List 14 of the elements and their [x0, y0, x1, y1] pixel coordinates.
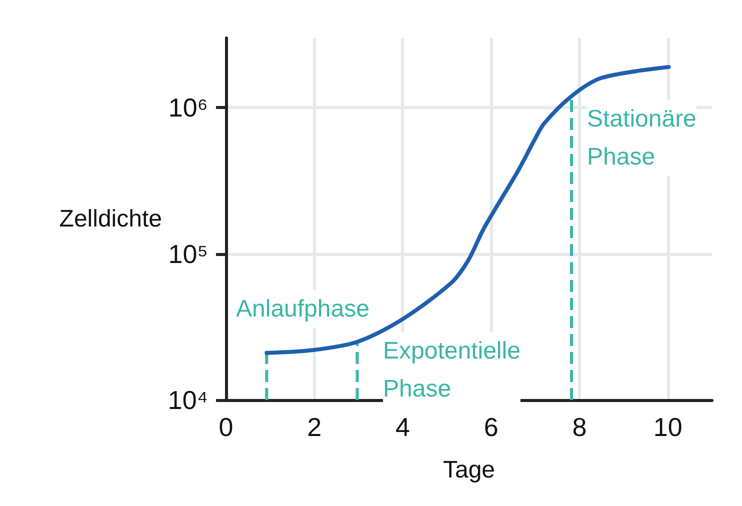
y-axis-title: Zelldichte — [59, 206, 162, 232]
x-tick-label: 6 — [484, 412, 498, 442]
x-tick-label: 0 — [218, 412, 234, 442]
x-tick-label: 8 — [572, 412, 587, 442]
annotation: Expotentielle Phase — [383, 338, 520, 402]
y-tick-label: 10⁴ — [168, 385, 208, 415]
annotation: Anlaufphase — [236, 296, 370, 322]
x-tick-label: 2 — [307, 412, 322, 442]
x-tick-label: 10 — [653, 412, 682, 442]
y-tick-label: 10⁵ — [168, 238, 208, 269]
annotation: Stationäre Phase — [587, 106, 696, 170]
x-axis-title: Tage — [442, 456, 496, 484]
x-tick-label: 4 — [395, 412, 410, 442]
y-tick-label: 10⁶ — [168, 92, 208, 123]
